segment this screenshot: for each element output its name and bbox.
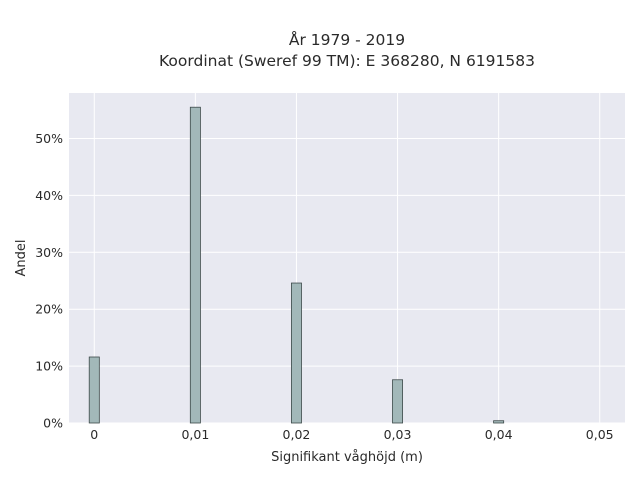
x-tick-label-4: 0,04 bbox=[485, 427, 513, 442]
y-tick-label-3: 30% bbox=[35, 245, 63, 260]
bar-0 bbox=[88, 356, 100, 424]
bar-3 bbox=[392, 379, 403, 424]
bars bbox=[88, 106, 505, 424]
grid-lines bbox=[69, 93, 625, 424]
y-tick-label-4: 40% bbox=[35, 188, 63, 203]
chart-title-line-1: År 1979 - 2019 bbox=[289, 30, 405, 49]
y-tick-label-2: 20% bbox=[35, 302, 63, 317]
x-tick-label-3: 0,03 bbox=[384, 427, 412, 442]
x-tick-label-0: 0 bbox=[90, 427, 98, 442]
y-tick-label-5: 50% bbox=[35, 131, 63, 146]
x-tick-label-5: 0,05 bbox=[586, 427, 614, 442]
bar-1 bbox=[189, 106, 201, 424]
x-axis-title: Signifikant våghöjd (m) bbox=[271, 450, 423, 465]
bar-4 bbox=[493, 420, 505, 424]
y-tick-label-0: 0% bbox=[43, 416, 63, 431]
x-tick-labels: 0 0,01 0,02 0,03 0,04 0,05 bbox=[90, 427, 613, 442]
chart-title-line-2: Koordinat (Sweref 99 TM): E 368280, N 61… bbox=[159, 52, 535, 70]
x-tick-label-2: 0,02 bbox=[283, 427, 311, 442]
bar-2 bbox=[290, 282, 302, 424]
x-tick-label-1: 0,01 bbox=[181, 427, 209, 442]
y-tick-labels: 0% 10% 20% 30% 40% 50% bbox=[35, 131, 63, 430]
plot-area bbox=[69, 93, 625, 423]
y-axis-title: Andel bbox=[14, 240, 29, 277]
y-tick-label-1: 10% bbox=[35, 359, 63, 374]
